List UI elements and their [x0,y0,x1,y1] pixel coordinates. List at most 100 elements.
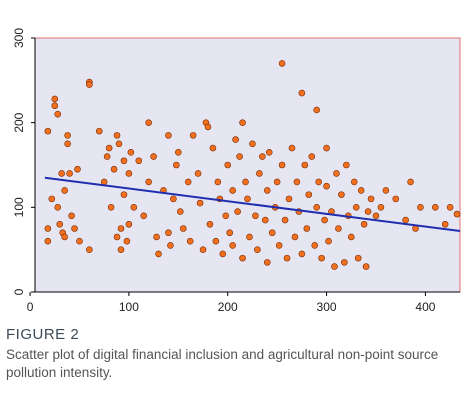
point [338,191,345,198]
point [256,170,263,177]
point [352,204,360,211]
point [113,233,121,241]
point [354,254,362,262]
point [125,220,133,228]
point [453,210,461,218]
point [239,254,246,262]
point [173,161,180,169]
point [360,220,368,228]
point [150,153,157,160]
x-tick-label: 400 [415,300,435,314]
trend-line [44,176,461,233]
point [323,144,330,152]
point [232,136,239,143]
point [254,246,261,253]
x-tick-label: 300 [317,300,337,314]
point [372,212,380,220]
point [56,220,64,228]
point [64,140,71,148]
point [127,149,135,156]
point [224,161,232,169]
point [293,178,301,186]
figure-label: FIGURE 2 [6,326,80,343]
point [194,170,202,177]
point [446,204,454,211]
point [145,119,152,126]
point [305,191,313,198]
point [176,208,184,215]
point [321,216,328,224]
point [86,246,93,253]
point [222,212,230,220]
point [120,157,128,165]
point [341,259,348,266]
point [44,237,52,245]
point [268,229,276,237]
point [44,127,52,135]
point [407,178,414,186]
point [347,233,355,241]
point [140,212,148,220]
point [95,127,103,135]
point [364,208,372,215]
point [68,212,75,220]
point [110,165,118,173]
point [362,263,370,270]
point [285,195,293,203]
point [103,153,111,160]
point [105,144,113,152]
point [252,212,259,220]
point [392,195,400,203]
point [301,161,309,169]
point [117,246,125,253]
chart: 0 100 200 300 0 100 200 300 400 [12,28,461,314]
point [357,187,365,194]
point [135,157,143,165]
point [236,153,243,160]
point [107,204,115,211]
point [402,216,409,224]
point [117,225,125,232]
point [61,187,68,194]
x-tick-label: 100 [119,300,139,314]
point [130,204,138,211]
point [115,140,123,148]
point [209,144,217,152]
x-tick-label: 0 [27,300,34,314]
point [229,242,236,249]
point [54,110,62,118]
point [313,204,320,211]
point [333,170,340,177]
y-tick-label: 0 [12,288,26,295]
point [58,170,65,177]
point [417,204,424,211]
point [244,195,251,203]
point [76,237,83,245]
point [66,170,73,177]
point [184,178,192,186]
point [311,242,319,249]
point [335,225,342,232]
point [377,204,385,211]
point [125,170,133,177]
point [343,161,350,169]
point [54,204,62,211]
point [123,237,131,245]
point [214,178,222,186]
point [175,149,182,156]
point [303,225,311,232]
plot-background [34,37,461,293]
point [196,199,204,207]
point [226,229,234,237]
point [212,237,220,245]
point [229,187,236,194]
point [234,208,241,215]
point [288,144,296,152]
point [239,119,246,126]
point [298,250,306,258]
point [315,178,322,186]
point [170,195,177,203]
point [278,60,286,67]
point [219,250,227,258]
